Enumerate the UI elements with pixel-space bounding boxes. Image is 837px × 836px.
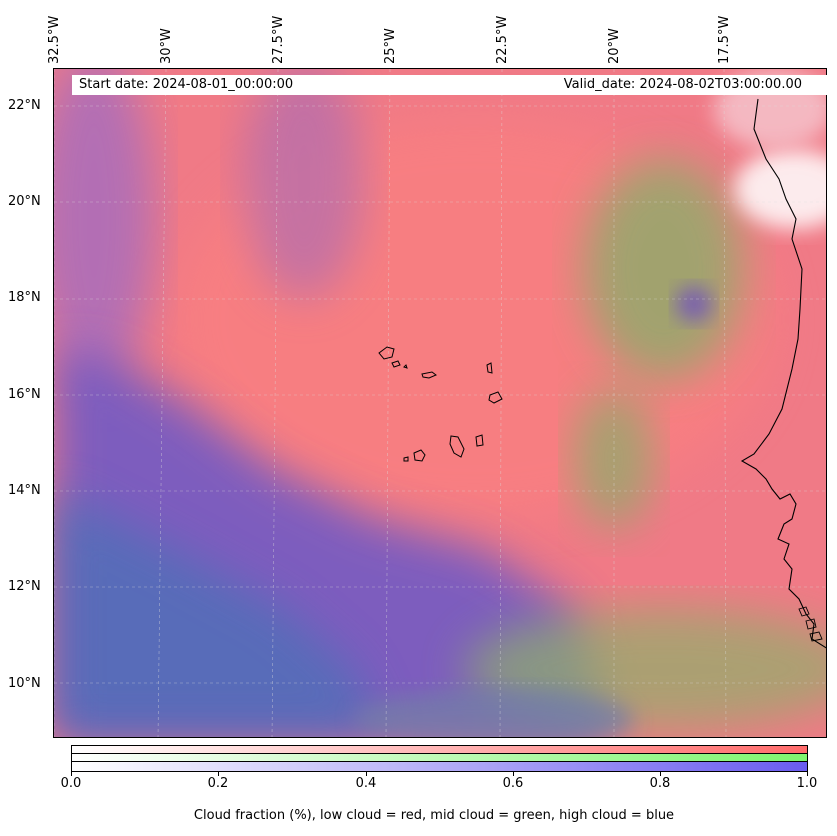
clear-sky-northeast [734, 149, 826, 229]
lat-label-18n: 18°N [8, 290, 41, 305]
cloud-map[interactable] [53, 68, 827, 738]
colorbar-tick-0: 0.0 [60, 776, 82, 791]
island-santa-luzia [403, 364, 408, 369]
island-sao-vicente [391, 360, 401, 368]
colorbar-tick-1-0: 1.0 [796, 776, 818, 791]
mid-cloud-northeast [584, 159, 744, 379]
colorbar-tickmark [366, 772, 367, 776]
colorbar-tickmark [660, 772, 661, 776]
high-cloud-spot [676, 286, 712, 322]
colorbar-tick-0-6: 0.6 [502, 776, 524, 791]
colorbar-tickmark [71, 772, 72, 776]
start-date-text: Start date: 2024-08-01_00:00:00 [79, 77, 294, 92]
lon-label-30w: 30°W [159, 28, 174, 64]
mid-high-cloud-southedge [354, 689, 634, 737]
lat-label-16n: 16°N [8, 387, 41, 402]
colorbar-high-cloud [72, 762, 807, 771]
lon-label-27-5w: 27.5°W [271, 15, 286, 64]
lat-label-10n: 10°N [8, 676, 41, 691]
colorbar-tickmark [807, 772, 808, 776]
colorbar-low-cloud [72, 746, 807, 754]
island-santo-antao [378, 346, 395, 360]
lon-label-20w: 20°W [607, 28, 622, 64]
lat-label-14n: 14°N [8, 483, 41, 498]
colorbar-tick-0-2: 0.2 [207, 776, 229, 791]
cape-verde-islands [378, 346, 503, 462]
island-boa-vista [488, 391, 503, 404]
island-sao-nicolau [421, 371, 437, 379]
lon-label-25w: 25°W [383, 28, 398, 64]
africa-coastline [740, 98, 826, 649]
colorbar-tick-0-8: 0.8 [649, 776, 671, 791]
island-brava [403, 456, 409, 462]
valid-date-text: Valid_date: 2024-08-02T03:00:00.00 [563, 77, 802, 92]
cloud-map-canvas [54, 69, 826, 737]
island-maio [475, 434, 484, 447]
map-gridlines [54, 69, 826, 737]
colorbar-tickmark [218, 772, 219, 776]
colorbar [71, 745, 808, 772]
colorbar-tick-0-4: 0.4 [355, 776, 377, 791]
high-cloud-west [54, 69, 154, 389]
lon-label-22-5w: 22.5°W [495, 15, 510, 64]
high-cloud-north [244, 69, 364, 299]
island-sal [486, 362, 493, 374]
lat-label-20n: 20°N [8, 194, 41, 209]
mixed-cloud-south [54, 489, 384, 737]
colorbar-tickmark [513, 772, 514, 776]
colorbar-mid-cloud [72, 754, 807, 762]
lon-label-32-5w: 32.5°W [47, 15, 62, 64]
colorbar-label: Cloud fraction (%), low cloud = red, mid… [193, 808, 675, 823]
bissagos-islands [798, 606, 823, 642]
lon-label-17-5w: 17.5°W [717, 15, 732, 64]
island-fogo [413, 449, 426, 462]
date-info-bar: Start date: 2024-08-01_00:00:00 Valid_da… [72, 75, 831, 95]
lat-label-12n: 12°N [8, 579, 41, 594]
lat-label-22n: 22°N [8, 98, 41, 113]
island-santiago [449, 435, 465, 458]
